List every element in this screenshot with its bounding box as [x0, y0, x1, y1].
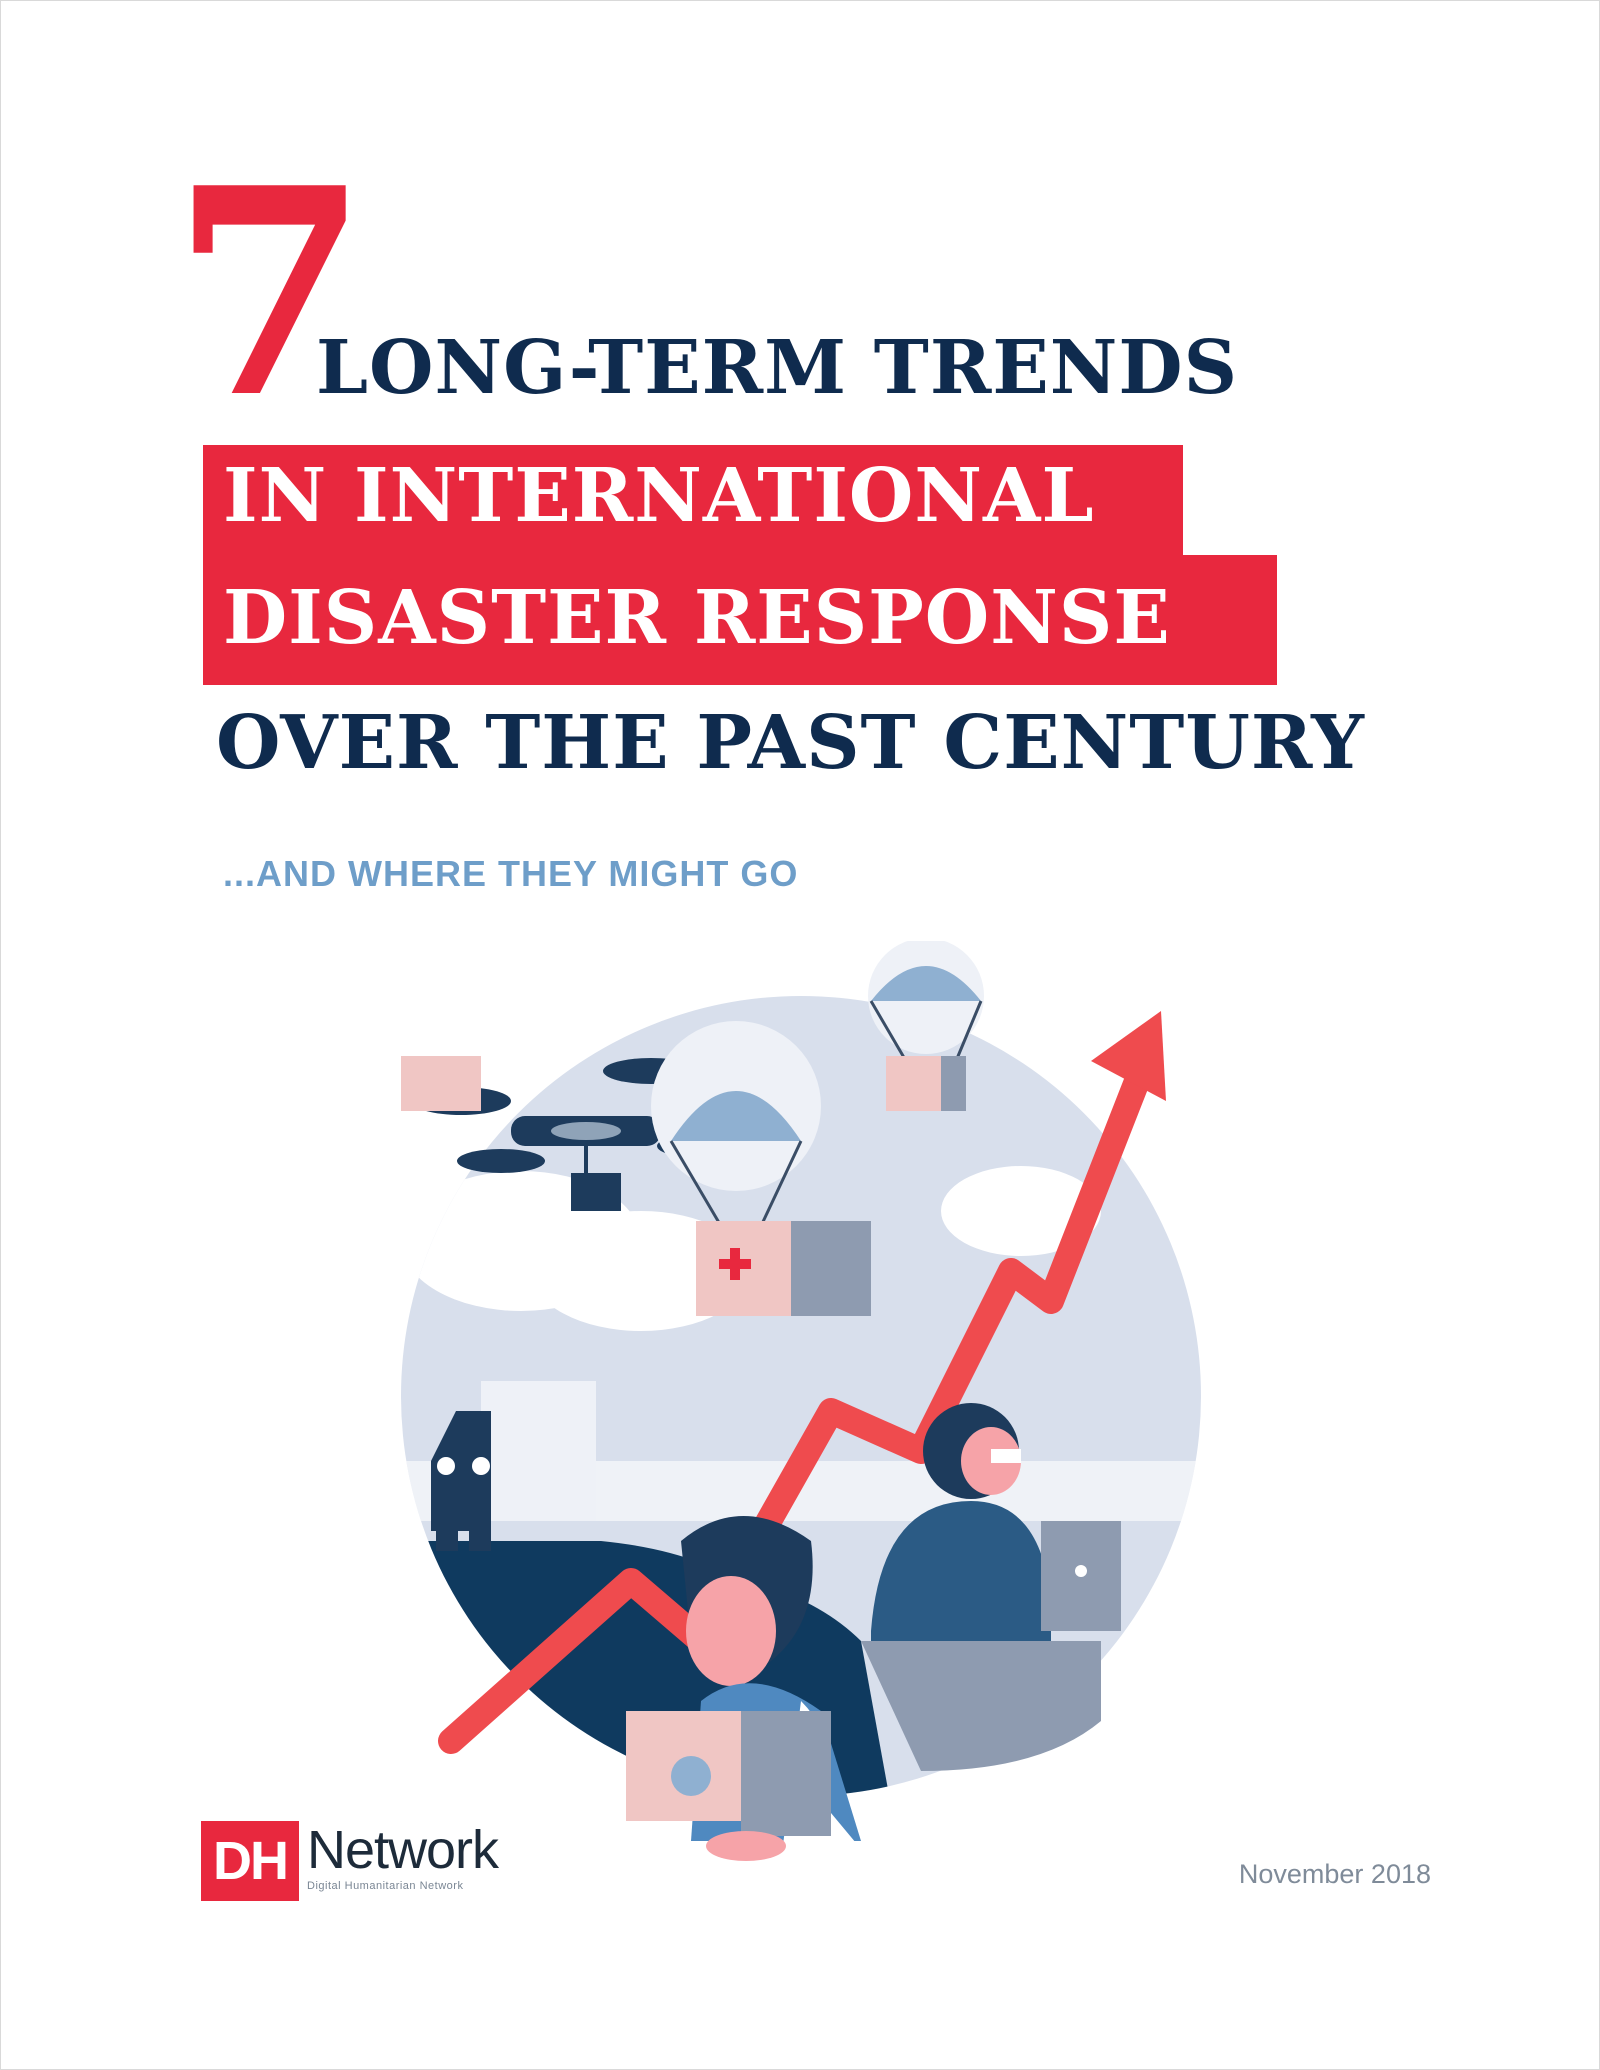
dh-network-logo: DH Network Digital Humanitarian Network: [201, 1820, 499, 1901]
rising-arrow-icon: [438, 1011, 1166, 1754]
title-number: 7: [171, 126, 370, 461]
publication-date: November 2018: [1238, 1859, 1431, 1889]
truck-icon: [431, 1381, 596, 1551]
person-with-box-icon: [626, 1516, 871, 1861]
title-line-2: IN INTERNATIONAL: [223, 453, 1095, 539]
logo-name: Network: [307, 1820, 499, 1880]
dh-logo-mark: DH: [201, 1821, 299, 1901]
subtitle: ...AND WHERE THEY MIGHT GO: [223, 853, 799, 894]
title-line-1: LONG-TERM TRENDS: [316, 325, 1239, 411]
title-line-4: OVER THE PAST CENTURY: [216, 700, 1365, 786]
parachute-crate-icon: [401, 941, 984, 1316]
title-highlight-band-1: [203, 445, 1183, 555]
title-line-3: DISASTER RESPONSE: [223, 575, 1171, 661]
cover-illustration: [401, 941, 1201, 1861]
title-highlight-band-2: [203, 555, 1277, 685]
logo-tagline: Digital Humanitarian Network: [307, 1880, 464, 1892]
person-with-laptop-icon: [861, 1403, 1121, 1771]
